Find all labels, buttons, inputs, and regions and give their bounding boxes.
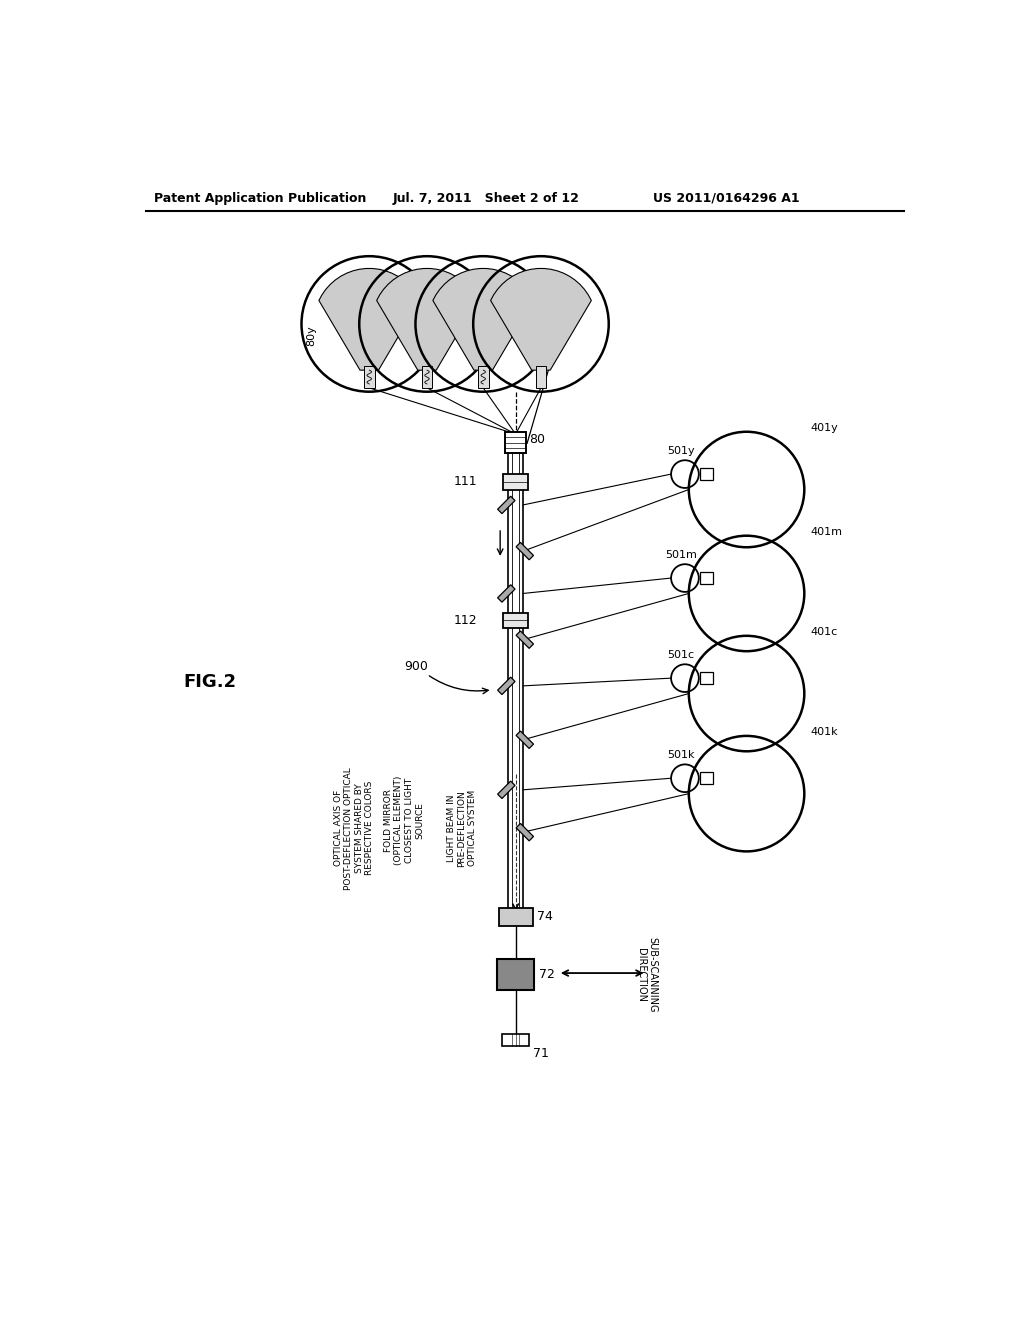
Bar bbox=[700, 572, 713, 585]
Text: SUB-SCANNING
DIRECTION: SUB-SCANNING DIRECTION bbox=[636, 937, 657, 1012]
Text: 80m: 80m bbox=[367, 327, 377, 352]
Text: US 2011/0164296 A1: US 2011/0164296 A1 bbox=[652, 191, 800, 205]
Polygon shape bbox=[433, 268, 534, 370]
Bar bbox=[502, 1034, 529, 1047]
Bar bbox=[503, 612, 528, 628]
Text: 111: 111 bbox=[454, 475, 477, 488]
Text: 80: 80 bbox=[529, 433, 546, 446]
Text: 112: 112 bbox=[454, 614, 477, 627]
Polygon shape bbox=[318, 268, 420, 370]
Text: 501y: 501y bbox=[668, 446, 695, 455]
Text: 501m: 501m bbox=[666, 550, 697, 560]
Polygon shape bbox=[377, 268, 477, 370]
Bar bbox=[700, 469, 713, 480]
Bar bbox=[503, 474, 528, 490]
Polygon shape bbox=[516, 543, 534, 560]
Bar bbox=[700, 772, 713, 784]
Polygon shape bbox=[516, 824, 534, 841]
Text: 401m: 401m bbox=[810, 527, 843, 537]
Bar bbox=[497, 960, 535, 990]
Bar bbox=[364, 367, 375, 388]
Polygon shape bbox=[498, 496, 515, 513]
Text: FOLD MIRROR
(OPTICAL ELEMENT)
CLOSEST TO LIGHT
SOURCE: FOLD MIRROR (OPTICAL ELEMENT) CLOSEST TO… bbox=[384, 776, 424, 866]
Polygon shape bbox=[498, 781, 515, 799]
Text: LIGHT BEAM IN
PRE-DEFLECTION
OPTICAL SYSTEM: LIGHT BEAM IN PRE-DEFLECTION OPTICAL SYS… bbox=[446, 789, 476, 867]
Bar bbox=[505, 432, 526, 453]
Text: 401k: 401k bbox=[810, 727, 838, 737]
Bar bbox=[499, 908, 532, 927]
Bar bbox=[422, 367, 432, 388]
Text: 501k: 501k bbox=[668, 750, 695, 760]
Text: 72: 72 bbox=[539, 968, 555, 981]
Text: 80k: 80k bbox=[485, 337, 496, 358]
Text: FIG.2: FIG.2 bbox=[183, 673, 237, 690]
Text: Jul. 7, 2011   Sheet 2 of 12: Jul. 7, 2011 Sheet 2 of 12 bbox=[392, 191, 580, 205]
Polygon shape bbox=[498, 677, 515, 694]
Polygon shape bbox=[516, 631, 534, 648]
Bar bbox=[536, 367, 547, 388]
Text: 80c: 80c bbox=[425, 333, 435, 354]
Polygon shape bbox=[516, 731, 534, 748]
Text: 900: 900 bbox=[403, 660, 428, 673]
Text: 74: 74 bbox=[538, 911, 553, 924]
Text: 501c: 501c bbox=[668, 649, 694, 660]
Text: 71: 71 bbox=[532, 1047, 549, 1060]
Bar bbox=[700, 672, 713, 684]
Polygon shape bbox=[498, 585, 515, 602]
Text: OPTICAL AXIS OF
POST-DEFLECTION OPTICAL
SYSTEM SHARED BY
RESPECTIVE COLORS: OPTICAL AXIS OF POST-DEFLECTION OPTICAL … bbox=[334, 767, 374, 890]
Text: 401c: 401c bbox=[810, 627, 838, 638]
Bar bbox=[478, 367, 488, 388]
Text: 401y: 401y bbox=[810, 422, 839, 433]
Text: 80y: 80y bbox=[306, 325, 316, 346]
Polygon shape bbox=[490, 268, 591, 370]
Text: Patent Application Publication: Patent Application Publication bbox=[154, 191, 366, 205]
